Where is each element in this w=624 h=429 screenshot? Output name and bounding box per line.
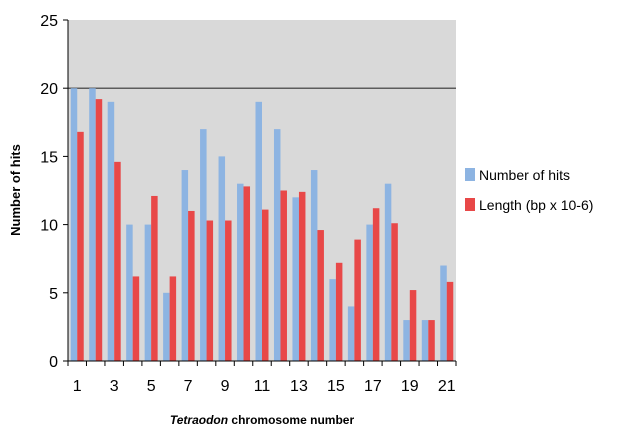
bar-length-4 [132, 276, 140, 361]
bar-number-of-hits-14 [310, 170, 318, 361]
x-tick-label: 15 [327, 378, 345, 395]
bar-number-of-hits-12 [273, 129, 281, 361]
bar-length-14 [317, 230, 324, 361]
x-tick-label: 17 [364, 378, 382, 395]
bar-length-12 [280, 190, 287, 361]
x-axis-label-rest: chromosome number [228, 413, 354, 427]
y-tick-label: 15 [40, 149, 58, 166]
x-tick-label: 19 [401, 378, 419, 395]
x-tick-label: 5 [147, 378, 156, 395]
bar-number-of-hits-4 [126, 224, 133, 361]
bar-length-18 [391, 223, 398, 361]
bar-number-of-hits-10 [237, 183, 244, 361]
bar-number-of-hits-17 [366, 224, 373, 361]
bar-number-of-hits-9 [218, 156, 226, 361]
x-axis-label-italic: Tetraodon [170, 413, 228, 427]
x-tick-label: 3 [110, 378, 119, 395]
legend-label-length: Length (bp x 10-6) [479, 197, 593, 213]
legend-swatch-number-of-hits [465, 168, 475, 181]
bar-number-of-hits-20 [421, 320, 429, 361]
legend-swatch-length [465, 198, 475, 211]
bar-length-8 [206, 220, 214, 361]
x-tick-label: 11 [254, 378, 271, 395]
y-tick-label: 5 [49, 286, 58, 303]
bar-length-13 [298, 191, 306, 361]
bar-number-of-hits-6 [163, 292, 170, 361]
bar-length-9 [225, 220, 232, 361]
x-tick-label: 7 [184, 378, 193, 395]
bar-number-of-hits-5 [144, 224, 152, 361]
bar-length-1 [77, 131, 84, 361]
bar-length-20 [428, 320, 435, 361]
bar-number-of-hits-21 [440, 265, 447, 361]
bar-length-17 [372, 208, 380, 361]
bar-number-of-hits-1 [70, 88, 78, 361]
x-tick-label: 13 [290, 378, 308, 395]
x-tick-label: 9 [221, 378, 230, 395]
bar-length-15 [335, 262, 343, 361]
bar-length-19 [409, 290, 417, 361]
x-tick-label: 21 [438, 378, 456, 395]
bar-length-10 [243, 186, 251, 361]
bar-length-3 [114, 161, 121, 361]
bar-length-2 [95, 99, 103, 361]
bar-length-21 [446, 281, 454, 361]
bar-number-of-hits-16 [347, 306, 355, 361]
bar-length-11 [262, 209, 269, 361]
bar-number-of-hits-18 [384, 183, 392, 361]
x-tick-label: 1 [73, 378, 82, 395]
bar-number-of-hits-19 [403, 320, 410, 361]
bar-length-6 [169, 276, 177, 361]
bar-length-16 [354, 239, 361, 361]
x-axis-label: Tetraodon chromosome number [170, 413, 355, 427]
bar-number-of-hits-11 [255, 101, 262, 361]
bar-length-5 [151, 195, 158, 361]
bar-number-of-hits-8 [200, 129, 207, 361]
bar-length-7 [188, 210, 195, 361]
legend: Number of hits Length (bp x 10-6) [465, 167, 593, 213]
bar-number-of-hits-15 [329, 279, 336, 361]
y-tick-label: 10 [40, 218, 58, 235]
legend-label-number-of-hits: Number of hits [479, 167, 570, 183]
bar-number-of-hits-3 [107, 101, 115, 361]
bar-number-of-hits-7 [181, 170, 189, 361]
y-axis-label: Number of hits [8, 144, 23, 236]
bar-number-of-hits-13 [292, 197, 299, 361]
y-tick-label: 25 [40, 13, 58, 30]
y-tick-label: 20 [40, 81, 58, 98]
y-tick-label: 0 [49, 354, 58, 371]
bar-number-of-hits-2 [89, 88, 96, 361]
